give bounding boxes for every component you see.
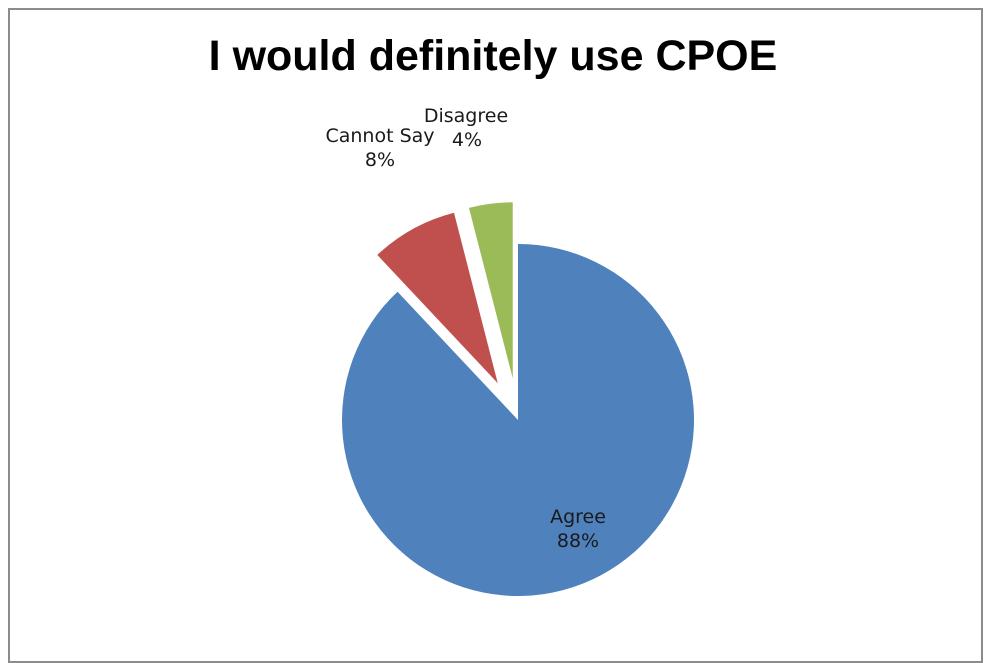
chart-title: I would definitely use CPOE (208, 32, 778, 80)
slice-value-disagree: 4% (452, 129, 482, 151)
pie-slice-cannot-say (377, 212, 498, 384)
slice-value-cannot-say: 8% (365, 149, 395, 171)
slice-label-cannot-say: Cannot Say (325, 125, 434, 147)
pie-slices (342, 202, 694, 596)
slice-label-agree: Agree (550, 506, 606, 528)
slice-label-disagree: Disagree (424, 105, 508, 127)
pie-slice-agree (342, 244, 694, 596)
slice-value-agree: 88% (557, 530, 599, 552)
pie-slice-disagree (468, 202, 513, 379)
